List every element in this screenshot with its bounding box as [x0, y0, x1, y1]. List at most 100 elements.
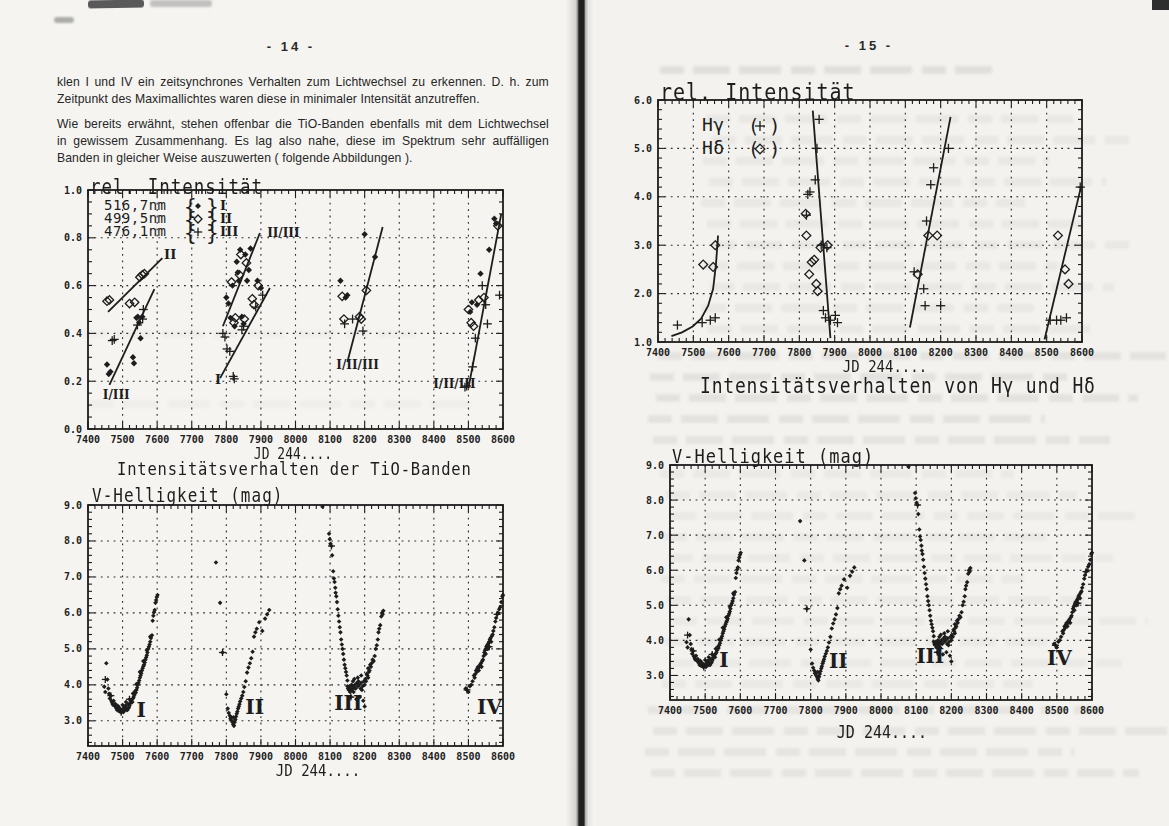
page-number-right: - 15 -: [824, 38, 914, 53]
chart-caption-hgd: Intensitätsverhalten von Hγ und Hδ: [700, 373, 1096, 398]
svg-text:8200: 8200: [939, 705, 963, 716]
h-gamma-delta-intensity-chart: 7400750076007700780079008000810082008300…: [634, 95, 1094, 359]
text-line: klenIundIVeinzeitsynchronesVerhaltenzumL…: [57, 74, 549, 91]
svg-text:): ): [769, 115, 781, 137]
svg-text:8000: 8000: [869, 705, 893, 716]
chart-title-v14: V-Helligkeit (mag): [92, 484, 283, 506]
svg-text:476,1nm: 476,1nm: [104, 223, 167, 239]
svg-text:8400: 8400: [422, 434, 446, 445]
svg-text:7800: 7800: [799, 705, 823, 716]
svg-text:7700: 7700: [763, 705, 787, 716]
svg-text:II: II: [164, 247, 176, 262]
svg-text:7.0: 7.0: [64, 571, 82, 582]
svg-text:8600: 8600: [1080, 705, 1104, 716]
svg-text:7400: 7400: [76, 434, 100, 445]
scanned-journal-spread: 7400 7500 7600 7700 7800 7900 8000 8100 8200 8300…: [0, 0, 1169, 826]
svg-text:7700: 7700: [180, 434, 204, 445]
svg-text:1.0: 1.0: [64, 185, 82, 196]
svg-text:7400: 7400: [76, 751, 100, 762]
svg-text:I: I: [719, 648, 728, 672]
scan-artifact-top-left-2: [54, 17, 74, 23]
svg-text:8200: 8200: [353, 434, 377, 445]
svg-text:IV: IV: [1047, 646, 1072, 670]
svg-text:III: III: [220, 224, 238, 239]
svg-text:7600: 7600: [145, 751, 169, 762]
svg-text:7400: 7400: [646, 347, 670, 358]
svg-text:7500: 7500: [681, 347, 705, 358]
svg-text:4.0: 4.0: [64, 679, 82, 690]
svg-text:0.2: 0.2: [64, 376, 82, 387]
svg-text:3.0: 3.0: [634, 240, 652, 251]
svg-text:4.0: 4.0: [646, 635, 664, 646]
svg-text:): ): [769, 138, 781, 160]
svg-text:6.0: 6.0: [646, 565, 664, 576]
svg-text:8500: 8500: [456, 751, 480, 762]
body-paragraph-1: klenIundIVeinzeitsynchronesVerhaltenzumL…: [57, 74, 549, 108]
svg-text:6.0: 6.0: [64, 607, 82, 618]
svg-text:4.0: 4.0: [634, 191, 652, 202]
text-line: Banden in gleicher Weise auszuwerten ( f…: [57, 150, 549, 167]
svg-text:3.0: 3.0: [64, 715, 82, 726]
svg-text:1.0: 1.0: [634, 337, 652, 348]
svg-text:7700: 7700: [180, 751, 204, 762]
svg-text:8400: 8400: [422, 751, 446, 762]
v-magnitude-chart-page14: 7400750076007700780079008000810082008300…: [64, 500, 515, 763]
svg-text:I/II/III: I/II/III: [433, 377, 476, 391]
svg-text:III: III: [334, 691, 362, 715]
x-axis-label-v15: JD 244....: [782, 721, 982, 742]
svg-text:8.0: 8.0: [646, 495, 664, 506]
svg-text:8300: 8300: [974, 705, 998, 716]
svg-text:8600: 8600: [491, 751, 515, 762]
svg-text:3.0: 3.0: [646, 670, 664, 681]
svg-text:8100: 8100: [904, 705, 928, 716]
svg-text:Hδ: Hδ: [702, 137, 725, 158]
book-spine-shadow: [566, 0, 594, 826]
x-axis-label-v14: JD 244....: [218, 761, 418, 780]
svg-text:I: I: [136, 698, 145, 722]
text-line: Wiebereitserwähnt,stehenoffenbardieTiO-B…: [57, 116, 549, 133]
svg-text:0.8: 0.8: [64, 232, 82, 243]
chart-caption-tio: Intensitätsverhalten der TiO-Banden: [117, 458, 472, 479]
svg-text:8600: 8600: [491, 434, 515, 445]
svg-text:IV: IV: [477, 695, 502, 719]
scan-artifact-top-left-3: [150, 0, 212, 7]
svg-text:III: III: [916, 644, 944, 668]
svg-text:5.0: 5.0: [64, 643, 82, 654]
svg-text:2.0: 2.0: [634, 288, 652, 299]
scan-artifact-top-right: [1152, 0, 1169, 10]
svg-text:7500: 7500: [111, 434, 135, 445]
svg-text:II: II: [245, 695, 264, 719]
tio-band-intensity-chart: 7400750076007700780079008000810082008300…: [64, 185, 515, 446]
svg-text:}: }: [206, 221, 219, 245]
svg-text:8500: 8500: [1045, 705, 1069, 716]
svg-text:8.0: 8.0: [64, 535, 82, 546]
svg-text:9.0: 9.0: [646, 460, 664, 471]
chart-title-hgd: rel. Intensität: [660, 78, 856, 106]
svg-text:7700: 7700: [752, 347, 776, 358]
svg-text:7400: 7400: [658, 705, 682, 716]
svg-text:9.0: 9.0: [64, 500, 82, 511]
svg-text:8500: 8500: [1035, 347, 1059, 358]
svg-text:5.0: 5.0: [634, 143, 652, 154]
page-number-left: - 14 -: [246, 39, 336, 54]
svg-text:7800: 7800: [214, 434, 238, 445]
svg-text:8300: 8300: [387, 434, 411, 445]
svg-text:8500: 8500: [456, 434, 480, 445]
text-line: Zeitpunkt des Maximallichtes waren diese…: [57, 91, 549, 108]
v-magnitude-chart-page15: 7400750076007700780079008000810082008300…: [646, 460, 1104, 717]
svg-text:7.0: 7.0: [646, 530, 664, 541]
svg-text:Hγ: Hγ: [702, 114, 725, 135]
svg-text:7900: 7900: [834, 705, 858, 716]
svg-text:8000: 8000: [283, 434, 307, 445]
text-line: ingewissemZusammenhang.Eslagalsonahe,die…: [57, 133, 549, 150]
svg-text:8600: 8600: [1070, 347, 1094, 358]
svg-text:0.0: 0.0: [64, 424, 82, 435]
svg-text:7500: 7500: [111, 751, 135, 762]
svg-text:{: {: [184, 221, 197, 245]
svg-text:6.0: 6.0: [634, 95, 652, 106]
svg-text:8400: 8400: [1010, 705, 1034, 716]
svg-text:II/III: II/III: [267, 226, 300, 240]
svg-text:I/II/III: I/II/III: [336, 358, 379, 372]
scan-artifact-top-left: [88, 0, 144, 8]
svg-text:5.0: 5.0: [646, 600, 664, 611]
